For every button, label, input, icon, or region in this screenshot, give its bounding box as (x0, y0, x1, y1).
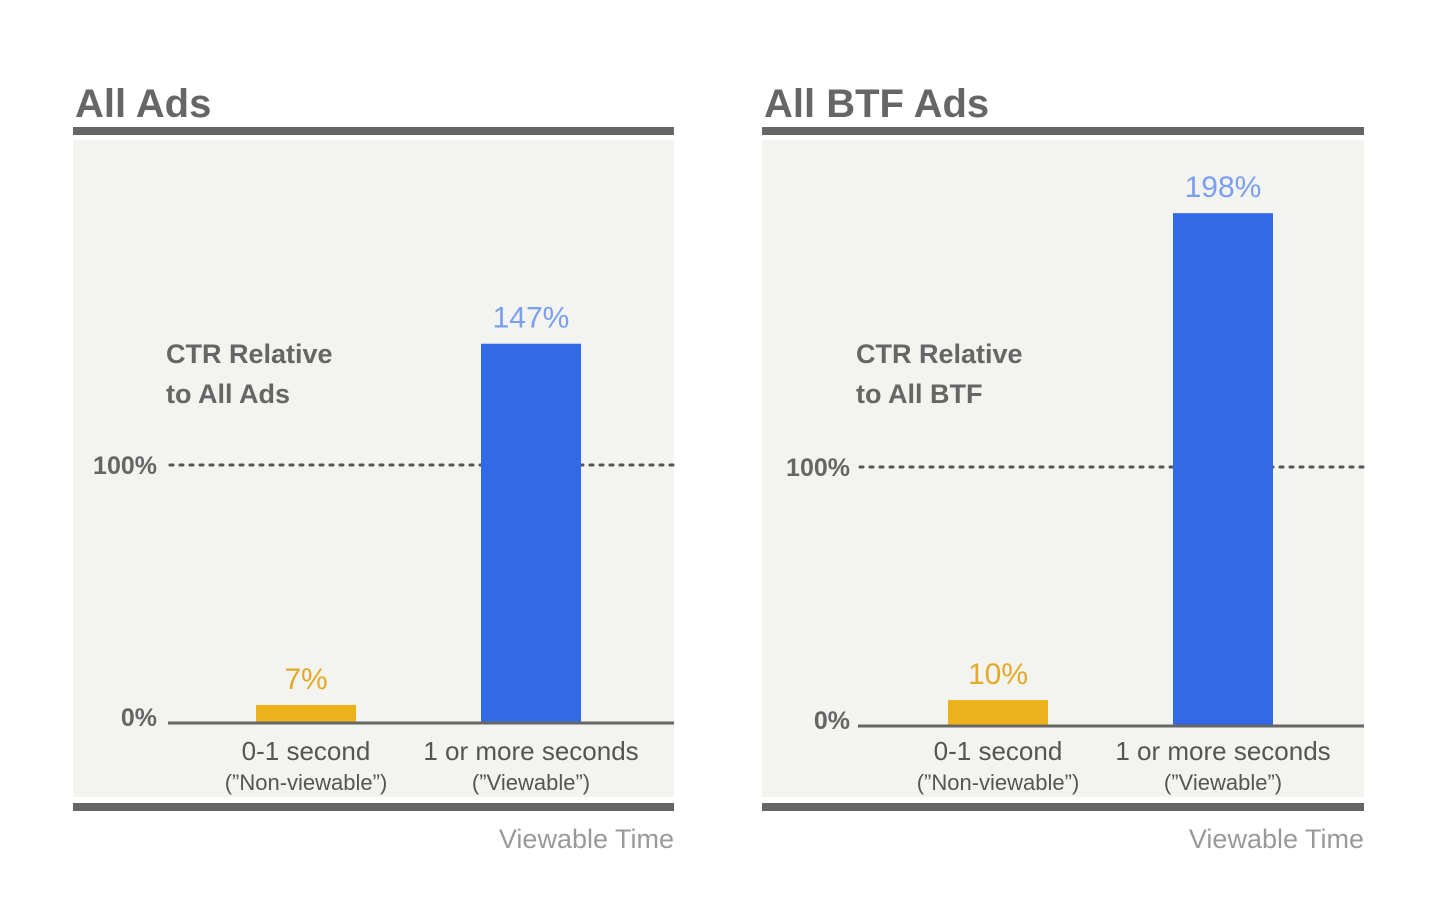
panel-background (73, 140, 674, 797)
y-tick-label: 0% (121, 704, 157, 732)
bar-value-label: 198% (1185, 171, 1262, 204)
y-tick-label: 100% (93, 452, 157, 480)
y-axis-label-line: to All BTF (856, 379, 982, 409)
x-axis-title: Viewable Time (499, 824, 674, 854)
chart-panel-1: All Ads CTR Relative to All Ads 0% 100% 7% 147… (73, 82, 676, 854)
y-tick-label: 100% (786, 454, 850, 482)
title-rule (73, 127, 674, 135)
x-tick-sublabel: (”Viewable”) (472, 770, 590, 795)
bar-value-label: 7% (284, 663, 327, 696)
x-tick-sublabel: (”Non-viewable”) (225, 770, 388, 795)
bottom-rule (762, 803, 1364, 811)
bar-non-viewable (948, 700, 1048, 726)
x-tick-sublabel: (”Viewable”) (1164, 770, 1282, 795)
bar-value-label: 10% (968, 658, 1028, 691)
y-tick-label: 0% (814, 707, 850, 735)
x-tick-label: 0-1 second (242, 736, 371, 766)
bottom-rule (73, 803, 674, 811)
y-axis-label-line: CTR Relative (166, 339, 333, 369)
bar-viewable (1173, 213, 1273, 726)
chart-panel-2: All BTF Ads CTR Relative to All BTF 0% 100% 1… (762, 82, 1366, 854)
y-axis-label-line: CTR Relative (856, 339, 1023, 369)
bar-non-viewable (256, 704, 356, 723)
x-tick-label: 1 or more seconds (423, 736, 638, 766)
title-rule (762, 127, 1364, 135)
x-tick-sublabel: (”Non-viewable”) (917, 770, 1080, 795)
chart-title: All Ads (75, 82, 211, 126)
x-tick-label: 1 or more seconds (1115, 736, 1330, 766)
y-axis-label-line: to All Ads (166, 379, 290, 409)
x-axis-title: Viewable Time (1189, 824, 1364, 854)
x-tick-label: 0-1 second (934, 736, 1063, 766)
bar-value-label: 147% (493, 302, 570, 335)
bar-viewable (481, 343, 581, 723)
chart-title: All BTF Ads (764, 82, 989, 126)
